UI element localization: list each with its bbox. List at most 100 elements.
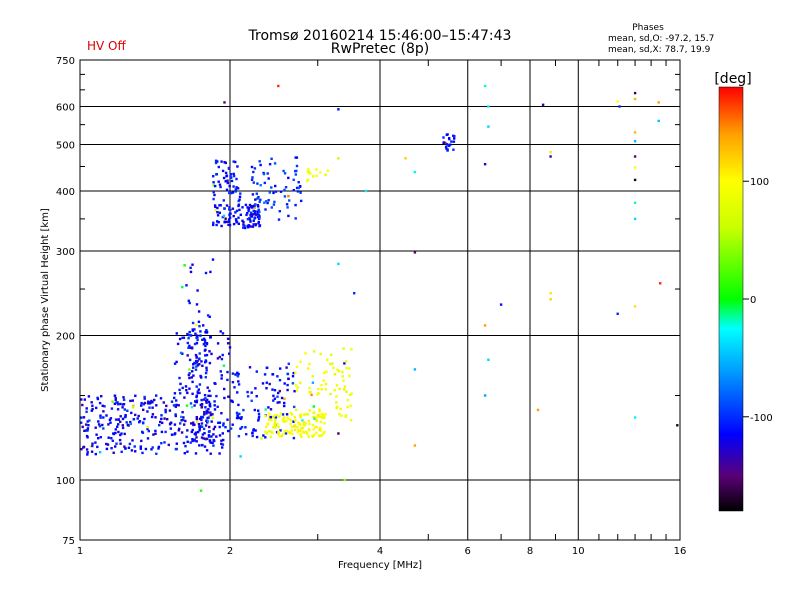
data-point: [330, 353, 333, 356]
data-point: [208, 414, 211, 418]
data-point: [299, 434, 302, 437]
x-tick-label: 1: [77, 546, 83, 557]
data-point: [297, 186, 300, 190]
data-point: [196, 391, 200, 395]
data-point: [200, 405, 204, 408]
data-point: [105, 447, 109, 451]
data-point: [264, 436, 267, 439]
data-point: [96, 396, 99, 400]
data-point: [343, 388, 346, 391]
data-point: [219, 370, 222, 373]
data-point: [189, 266, 192, 269]
data-point: [150, 415, 154, 419]
data-point: [348, 367, 351, 370]
data-point: [142, 403, 145, 406]
data-point: [250, 215, 254, 218]
data-point: [88, 419, 91, 422]
data-point: [250, 178, 254, 181]
data-point: [303, 431, 306, 434]
data-point: [250, 165, 254, 169]
data-point: [121, 406, 124, 409]
data-point: [284, 186, 288, 189]
data-point: [105, 414, 108, 417]
data-point: [207, 400, 211, 404]
data-point: [154, 416, 157, 419]
data-point: [83, 429, 86, 432]
data-point: [137, 414, 140, 418]
data-point: [204, 406, 207, 409]
data-point: [633, 201, 637, 204]
data-point: [217, 221, 220, 224]
data-point: [273, 414, 276, 417]
data-point: [217, 165, 220, 169]
data-point: [212, 184, 215, 187]
data-point: [205, 329, 208, 332]
data-point: [81, 403, 84, 407]
data-point: [267, 177, 270, 180]
data-point: [204, 344, 207, 348]
data-point: [205, 366, 208, 369]
data-point: [221, 215, 224, 219]
data-point: [220, 442, 223, 446]
data-point: [211, 258, 215, 261]
data-point: [338, 413, 341, 416]
data-point: [183, 264, 186, 267]
data-point: [272, 191, 275, 195]
data-point: [108, 418, 112, 422]
data-point: [413, 368, 417, 371]
data-point: [201, 338, 204, 341]
data-point: [302, 420, 306, 424]
data-point: [297, 429, 300, 432]
data-point: [239, 455, 242, 458]
colorbar-ticks: 100 0 -100: [743, 177, 773, 424]
data-point: [102, 416, 105, 419]
data-point: [192, 421, 195, 424]
data-point: [102, 410, 105, 413]
data-point: [213, 193, 216, 197]
data-point: [335, 401, 338, 404]
data-point: [269, 416, 272, 419]
stats-line2: mean, sd,X: 78.7, 19.9: [608, 45, 711, 55]
data-point: [292, 436, 296, 440]
data-point: [170, 421, 173, 424]
data-point: [299, 381, 302, 385]
data-point: [130, 411, 133, 415]
data-point: [200, 415, 203, 419]
data-point: [282, 169, 285, 173]
data-point: [107, 436, 110, 439]
data-point: [283, 188, 286, 192]
data-point: [311, 434, 314, 438]
data-point: [304, 422, 307, 425]
data-point: [122, 398, 126, 401]
data-point: [226, 370, 229, 374]
data-point: [294, 203, 297, 207]
plot-frame: [79, 59, 681, 541]
data-point: [214, 382, 217, 385]
data-point: [273, 200, 276, 204]
data-point: [549, 155, 552, 158]
data-point: [162, 401, 165, 404]
data-point: [150, 448, 153, 451]
y-axis-label: Stationary phase Virtual Height [km]: [40, 208, 51, 392]
data-point: [283, 195, 287, 198]
colorbar-tick-label: -100: [750, 413, 773, 424]
data-point: [183, 452, 186, 455]
data-point: [341, 375, 344, 378]
data-point: [173, 392, 177, 395]
data-point: [549, 151, 552, 154]
data-point: [222, 214, 226, 217]
data-point: [120, 432, 123, 435]
data-point: [204, 376, 207, 379]
data-point: [193, 342, 197, 346]
data-point: [264, 200, 268, 203]
data-point: [208, 439, 212, 443]
data-point: [251, 431, 254, 435]
data-point: [110, 447, 113, 450]
data-point: [209, 413, 213, 417]
data-point: [86, 420, 89, 423]
data-point: [312, 175, 315, 178]
data-point: [298, 429, 302, 433]
data-point: [324, 413, 327, 416]
y-tick-label: 400: [56, 187, 75, 198]
data-point: [259, 184, 262, 187]
